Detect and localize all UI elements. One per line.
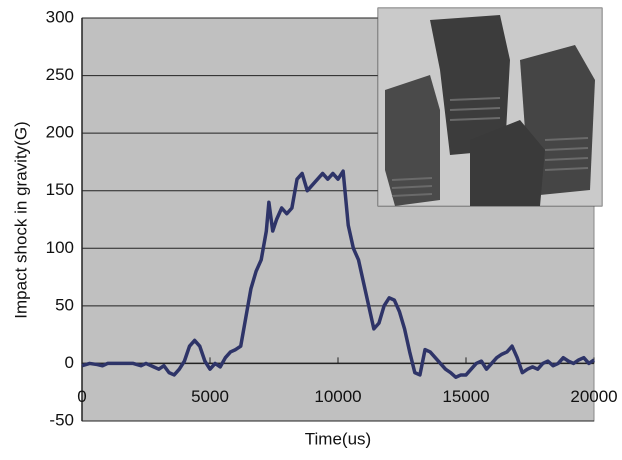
y-tick-label: 200 bbox=[46, 123, 74, 142]
chart: Impact shock in gravity(G) Time(us) -500… bbox=[0, 0, 622, 455]
x-tick-label: 20000 bbox=[570, 387, 617, 406]
x-axis-label: Time(us) bbox=[305, 429, 371, 448]
inset-photo bbox=[378, 8, 602, 206]
y-tick-label: 0 bbox=[65, 353, 74, 372]
x-tick-label: 0 bbox=[77, 387, 86, 406]
y-tick-label: 50 bbox=[55, 295, 74, 314]
y-axis-label: Impact shock in gravity(G) bbox=[11, 121, 30, 318]
x-tick-label: 5000 bbox=[191, 387, 229, 406]
y-tick-label: 100 bbox=[46, 238, 74, 257]
y-tick-label: -50 bbox=[49, 410, 74, 429]
x-tick-label: 15000 bbox=[442, 387, 489, 406]
y-tick-label: 300 bbox=[46, 7, 74, 26]
y-tick-label: 150 bbox=[46, 180, 74, 199]
y-tick-label: 250 bbox=[46, 65, 74, 84]
x-tick-label: 10000 bbox=[314, 387, 361, 406]
